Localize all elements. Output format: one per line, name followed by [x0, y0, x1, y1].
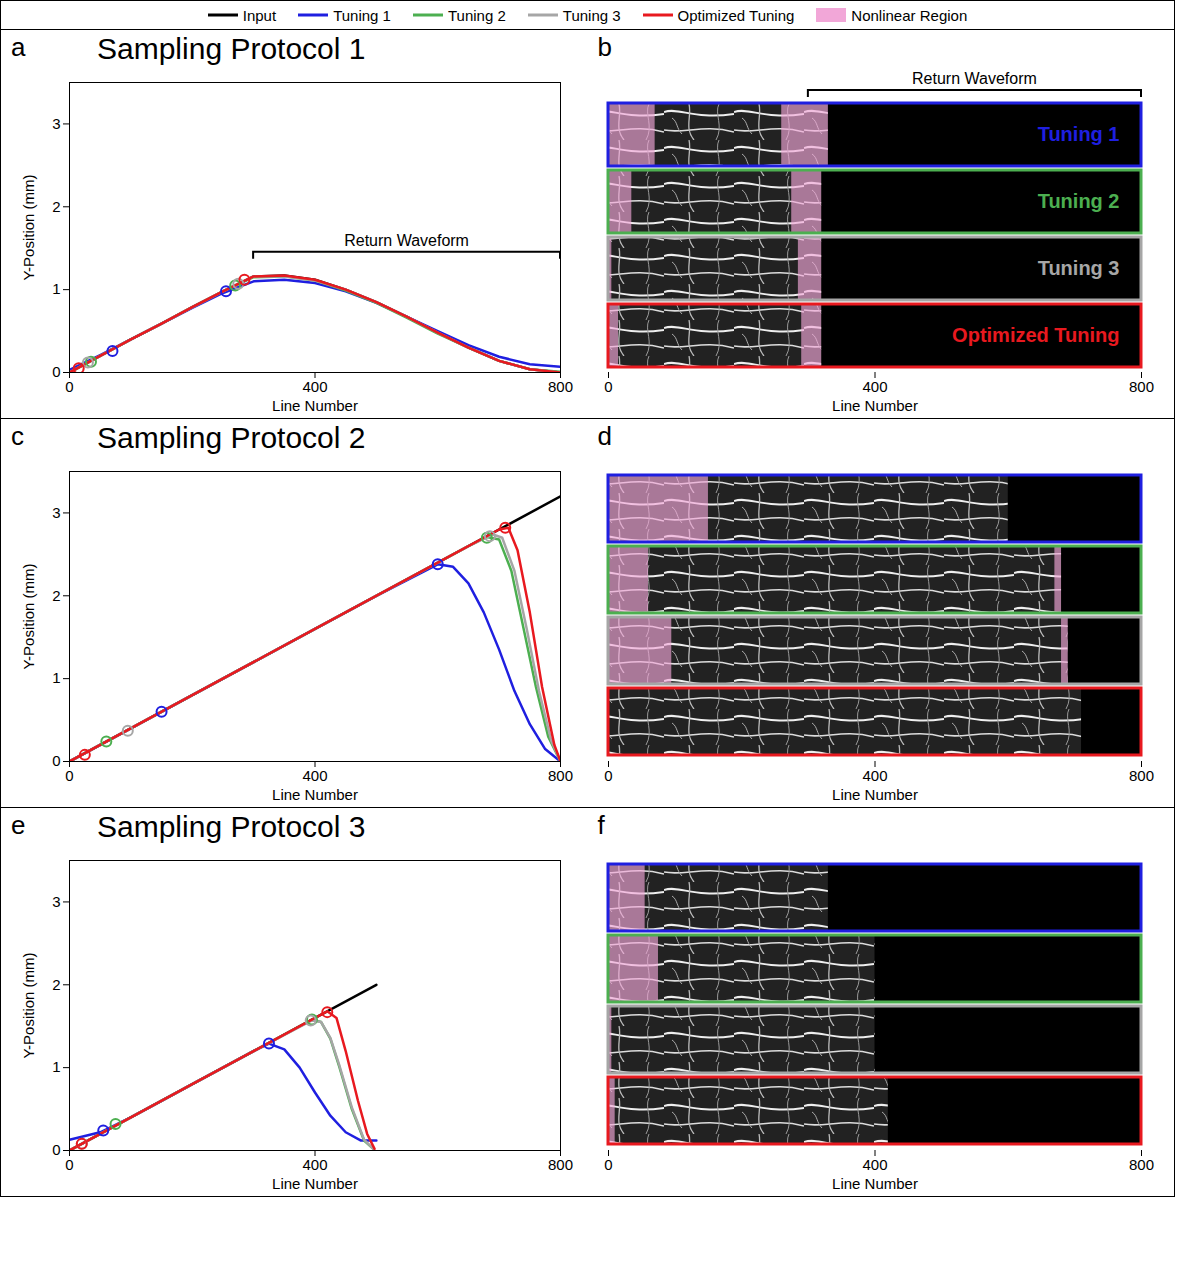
- svg-text:0: 0: [52, 752, 60, 769]
- svg-text:0: 0: [604, 767, 612, 784]
- html-text:Tuning 2: Tuning 2: [448, 6, 506, 24]
- svg-text:0: 0: [65, 378, 73, 395]
- html-text:Sampling Protocol 3: Sampling Protocol 3: [97, 810, 366, 843]
- svg-text:800: 800: [1128, 378, 1153, 395]
- svg-text:Line Number: Line Number: [272, 397, 358, 414]
- svg-text:Y-Position (mm): Y-Position (mm): [20, 174, 37, 280]
- svg-text:0: 0: [65, 1156, 73, 1173]
- svg-text:Line Number: Line Number: [832, 1175, 918, 1192]
- html-text:Sampling Protocol 1: Sampling Protocol 1: [97, 32, 366, 65]
- svg-text:Return Waveform: Return Waveform: [912, 70, 1037, 87]
- svg-text:400: 400: [862, 1156, 887, 1173]
- svg-text:Return Waveform: Return Waveform: [344, 232, 469, 249]
- svg-text:800: 800: [1128, 1156, 1153, 1173]
- svg-text:0: 0: [604, 378, 612, 395]
- svg-text:Line Number: Line Number: [272, 786, 358, 803]
- html-text:a: a: [11, 32, 26, 62]
- svg-text:800: 800: [548, 767, 573, 784]
- html-text:Nonlinear Region: Nonlinear Region: [851, 6, 968, 24]
- svg-text:Tuning 3: Tuning 3: [1037, 257, 1119, 279]
- html-text:f: f: [597, 810, 605, 840]
- svg-text:1: 1: [52, 280, 60, 297]
- html-text:Optimized Tuning: Optimized Tuning: [677, 6, 795, 24]
- svg-text:2: 2: [52, 587, 60, 604]
- svg-text:400: 400: [302, 1156, 327, 1173]
- svg-text:400: 400: [862, 767, 887, 784]
- html-text:Sampling Protocol 2: Sampling Protocol 2: [97, 421, 366, 454]
- svg-text:0: 0: [52, 363, 60, 380]
- svg-text:Tuning 2: Tuning 2: [1037, 190, 1119, 212]
- html-text:Input: Input: [242, 6, 277, 24]
- svg-text:800: 800: [548, 1156, 573, 1173]
- html-text:b: b: [597, 32, 612, 62]
- svg-text:3: 3: [52, 893, 60, 910]
- svg-text:2: 2: [52, 198, 60, 215]
- svg-text:Y-Position (mm): Y-Position (mm): [20, 563, 37, 669]
- html-text:Tuning 1: Tuning 1: [333, 6, 391, 24]
- svg-text:3: 3: [52, 115, 60, 132]
- svg-text:800: 800: [548, 378, 573, 395]
- svg-text:Tuning 1: Tuning 1: [1037, 123, 1119, 145]
- html-text:e: e: [11, 810, 26, 840]
- svg-text:Line Number: Line Number: [272, 1175, 358, 1192]
- svg-text:3: 3: [52, 504, 60, 521]
- svg-text:1: 1: [52, 1058, 60, 1075]
- svg-text:800: 800: [1128, 767, 1153, 784]
- svg-text:0: 0: [65, 767, 73, 784]
- svg-text:0: 0: [604, 1156, 612, 1173]
- svg-text:Line Number: Line Number: [832, 786, 918, 803]
- svg-text:2: 2: [52, 976, 60, 993]
- svg-text:1: 1: [52, 669, 60, 686]
- html-text:d: d: [597, 421, 612, 451]
- svg-text:400: 400: [302, 378, 327, 395]
- svg-text:400: 400: [302, 767, 327, 784]
- html-text:c: c: [11, 421, 24, 451]
- svg-text:Y-Position (mm): Y-Position (mm): [20, 952, 37, 1058]
- svg-text:400: 400: [862, 378, 887, 395]
- svg-text:0: 0: [52, 1141, 60, 1158]
- svg-text:Line Number: Line Number: [832, 397, 918, 414]
- html-text:Tuning 3: Tuning 3: [562, 6, 621, 24]
- svg-text:Optimized Tuning: Optimized Tuning: [952, 324, 1119, 346]
